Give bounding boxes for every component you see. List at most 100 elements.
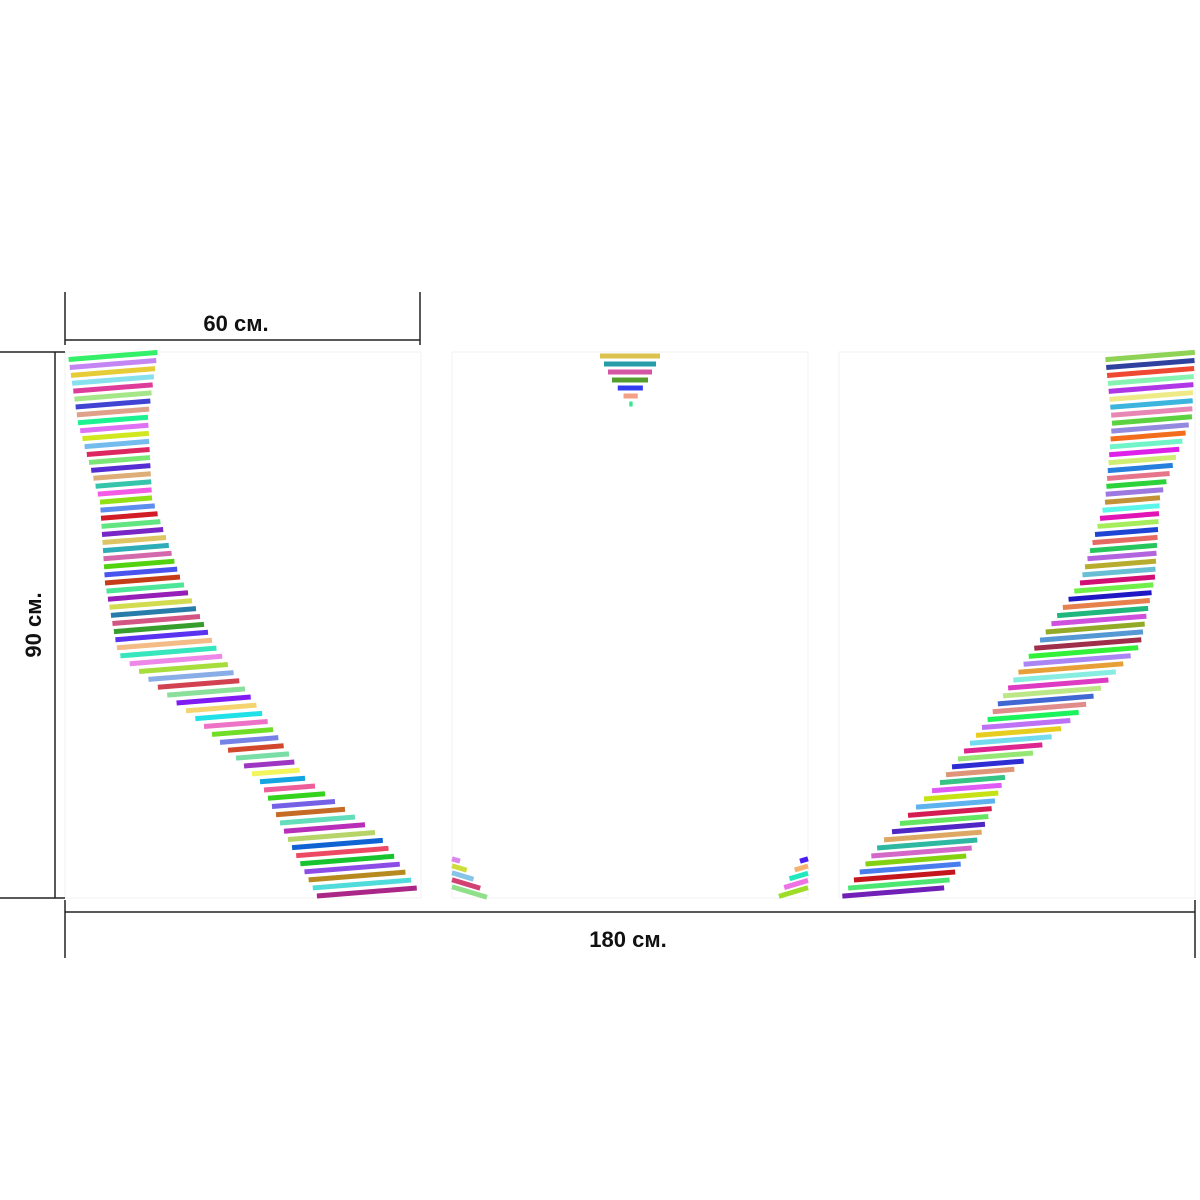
stripe <box>923 790 999 802</box>
stripe <box>219 735 279 745</box>
stripe <box>101 519 161 529</box>
stripe <box>783 878 809 890</box>
stripe <box>185 702 257 714</box>
stripe <box>76 406 150 418</box>
stripe <box>101 527 164 537</box>
stripe <box>102 542 169 554</box>
stripe <box>283 822 366 834</box>
stripe <box>1109 446 1180 458</box>
stripe <box>73 382 153 394</box>
stripe <box>71 374 155 386</box>
stripe <box>115 629 209 643</box>
stripe <box>1018 661 1124 675</box>
stripe <box>113 621 205 635</box>
stripe <box>945 766 1015 778</box>
stripe <box>308 869 406 883</box>
stripe <box>915 798 996 810</box>
stripe <box>975 726 1062 738</box>
stripe <box>1062 598 1151 610</box>
stripe <box>1105 487 1164 497</box>
stripe <box>899 813 989 827</box>
stripe <box>931 782 1002 794</box>
stripe <box>1082 566 1156 578</box>
stripe <box>70 366 156 378</box>
stripe <box>74 390 152 402</box>
stripe <box>1111 422 1189 434</box>
stripe <box>842 885 945 899</box>
stripe <box>291 837 384 851</box>
stripe <box>100 511 158 521</box>
stripe <box>1110 430 1186 442</box>
stripe <box>243 759 295 769</box>
stripe <box>1106 366 1195 378</box>
stripe <box>1109 438 1183 450</box>
stripe <box>1087 550 1157 562</box>
stripe <box>1111 414 1193 426</box>
stripe <box>997 693 1094 707</box>
stripe <box>97 487 152 497</box>
stripe <box>102 534 167 546</box>
stripe <box>963 742 1043 754</box>
stripe <box>69 358 157 370</box>
stripe <box>451 870 475 882</box>
stripe <box>91 463 151 473</box>
stripe <box>1106 471 1170 481</box>
stripe <box>167 686 246 698</box>
stripe <box>451 863 468 873</box>
stripe <box>271 798 336 810</box>
stripe <box>987 709 1079 723</box>
stripe <box>992 701 1087 715</box>
panel-width-label: 60 см. <box>203 311 268 336</box>
stripe <box>88 455 151 465</box>
stripe <box>1056 605 1149 619</box>
stripe <box>1102 503 1160 513</box>
stripe <box>876 837 978 851</box>
stripe <box>138 661 229 675</box>
stripe <box>316 885 417 899</box>
stripe-art <box>68 349 1196 900</box>
stripe <box>77 414 149 426</box>
stripe <box>100 503 155 513</box>
stripe <box>1079 574 1156 586</box>
stripe <box>1106 357 1195 371</box>
stripe <box>1107 462 1173 474</box>
stripe <box>1105 349 1196 363</box>
stripe <box>1028 645 1139 659</box>
stripe <box>103 550 172 562</box>
stripe <box>104 566 178 578</box>
stripe <box>275 806 346 818</box>
stripe <box>1110 406 1193 418</box>
stripe <box>300 853 395 867</box>
stripe <box>95 479 152 489</box>
stripe <box>148 670 234 682</box>
stripe <box>279 814 356 826</box>
stripe <box>104 574 181 586</box>
stripe <box>1092 534 1158 546</box>
stripe <box>1089 542 1158 554</box>
stripe <box>106 582 185 594</box>
stripe <box>951 758 1024 770</box>
stripe <box>82 430 149 442</box>
stripe <box>1097 519 1159 529</box>
stripe <box>1034 637 1142 651</box>
stripe <box>1023 653 1131 667</box>
stripe <box>1110 398 1193 410</box>
stripe <box>957 750 1034 762</box>
total-width-label: 180 см. <box>589 927 666 952</box>
stripe <box>287 830 376 842</box>
stripe <box>1108 454 1177 466</box>
stripe <box>120 645 217 659</box>
stripe <box>80 422 149 434</box>
stripe <box>99 495 153 505</box>
stripe <box>103 558 175 570</box>
stripe <box>1068 590 1152 602</box>
stripe <box>176 694 251 706</box>
stripe <box>263 783 316 793</box>
stripe <box>794 863 809 873</box>
stripe <box>157 678 240 690</box>
stripe <box>75 398 151 410</box>
stripe <box>1002 685 1102 699</box>
stripe <box>1074 582 1154 594</box>
stripe <box>939 774 1006 786</box>
